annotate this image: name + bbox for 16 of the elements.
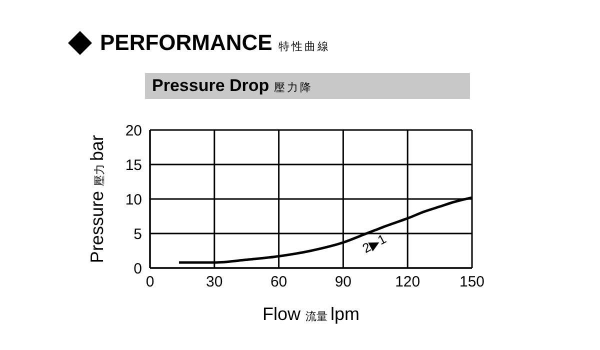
y-tick-label: 15 <box>125 156 142 174</box>
x-axis-title: Flow 流量 lpm <box>262 304 360 324</box>
chart-subtitle: Pressure Drop 壓力降 <box>152 76 313 95</box>
x-tick-label: 60 <box>270 274 288 291</box>
x-tick-label: 0 <box>146 274 154 291</box>
x-tick-label: 30 <box>206 274 223 291</box>
annotation: 2▶1 <box>360 231 389 256</box>
x-tick-label: 150 <box>459 274 485 291</box>
y-tick-label: 10 <box>125 191 142 208</box>
chart-title: PERFORMANCE 特性曲線 <box>100 30 330 55</box>
x-tick-label: 90 <box>334 274 352 291</box>
y-tick-label: 0 <box>134 260 142 278</box>
y-tick-label: 20 <box>125 122 142 140</box>
x-tick-label: 120 <box>395 274 420 291</box>
y-axis-title: Pressure 壓力 bar <box>87 134 107 264</box>
y-tick-label: 5 <box>134 226 142 243</box>
